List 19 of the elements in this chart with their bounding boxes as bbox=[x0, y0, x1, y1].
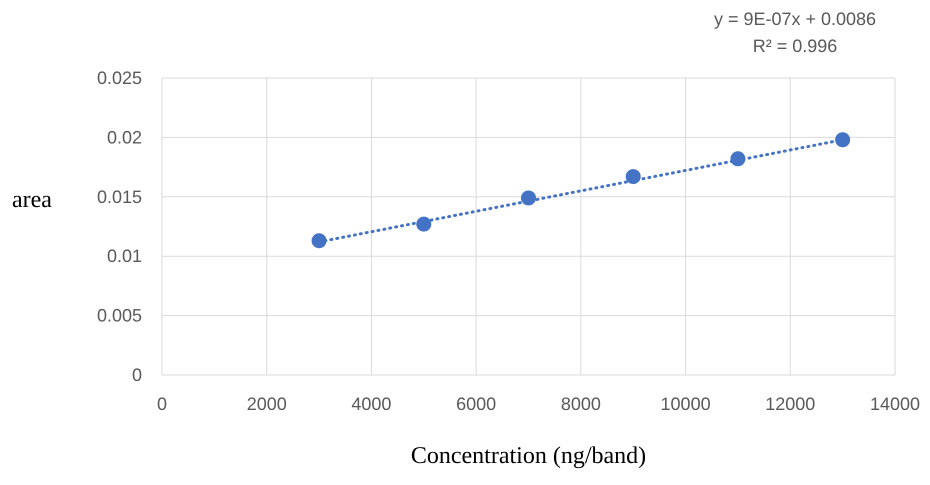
x-tick-label: 0 bbox=[156, 394, 168, 414]
y-tick-label: 0.005 bbox=[96, 306, 142, 326]
text: y = 9E-07x + 0.0086 bbox=[714, 9, 876, 29]
text: R² = 0.996 bbox=[752, 36, 838, 56]
x-tick-label: 14000 bbox=[870, 394, 920, 414]
y-tick-label: 0.015 bbox=[96, 186, 142, 207]
y-tick-label: 0 bbox=[132, 365, 142, 385]
y-tick-label: 0.01 bbox=[106, 246, 142, 266]
x-tick-label: 4000 bbox=[351, 394, 392, 414]
x-tick-label: 10000 bbox=[660, 394, 711, 414]
x-tick-label: 6000 bbox=[456, 394, 496, 414]
y-tick-label: 0.02 bbox=[106, 127, 142, 148]
x-axis-title: Concentration (ng/band) bbox=[410, 443, 646, 469]
y-axis-title: area bbox=[12, 187, 52, 213]
x-tick-label: 8000 bbox=[560, 394, 601, 414]
y-tick-label: 0.025 bbox=[96, 68, 142, 88]
x-tick-label: 12000 bbox=[765, 394, 816, 414]
x-tick-label: 2000 bbox=[246, 394, 287, 414]
point bbox=[835, 132, 850, 148]
